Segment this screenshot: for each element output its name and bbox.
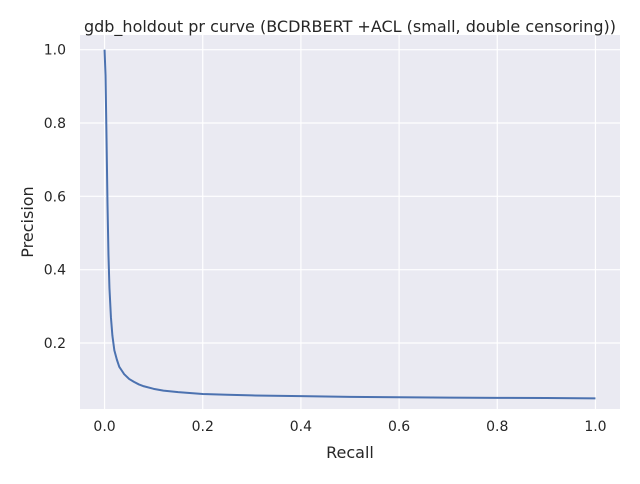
y-tick-label: 0.6 xyxy=(44,189,66,205)
x-tick-label: 0.6 xyxy=(388,419,410,435)
y-tick-label: 1.0 xyxy=(44,43,66,59)
y-axis-label: Precision xyxy=(18,186,37,257)
y-tick-label: 0.4 xyxy=(44,263,66,279)
y-tick-label: 0.8 xyxy=(44,116,66,132)
x-tick-label: 0.0 xyxy=(93,419,115,435)
x-axis-label: Recall xyxy=(326,443,374,462)
x-tick-label: 1.0 xyxy=(584,419,606,435)
pr-curve-line xyxy=(103,49,596,400)
chart-title: gdb_holdout pr curve (BCDRBERT +ACL (sma… xyxy=(84,17,616,37)
x-tick-label: 0.2 xyxy=(192,419,214,435)
grid-lines xyxy=(80,35,620,409)
tick-labels: 0.0 0.2 0.4 0.6 0.8 1.0 0.2 0.4 0.6 0.8 1.0 xyxy=(44,43,607,435)
x-tick-label: 0.4 xyxy=(290,419,312,435)
series-lines xyxy=(103,49,596,400)
x-tick-label: 0.8 xyxy=(486,419,508,435)
y-tick-label: 0.2 xyxy=(44,336,66,352)
plot-background xyxy=(80,35,620,409)
